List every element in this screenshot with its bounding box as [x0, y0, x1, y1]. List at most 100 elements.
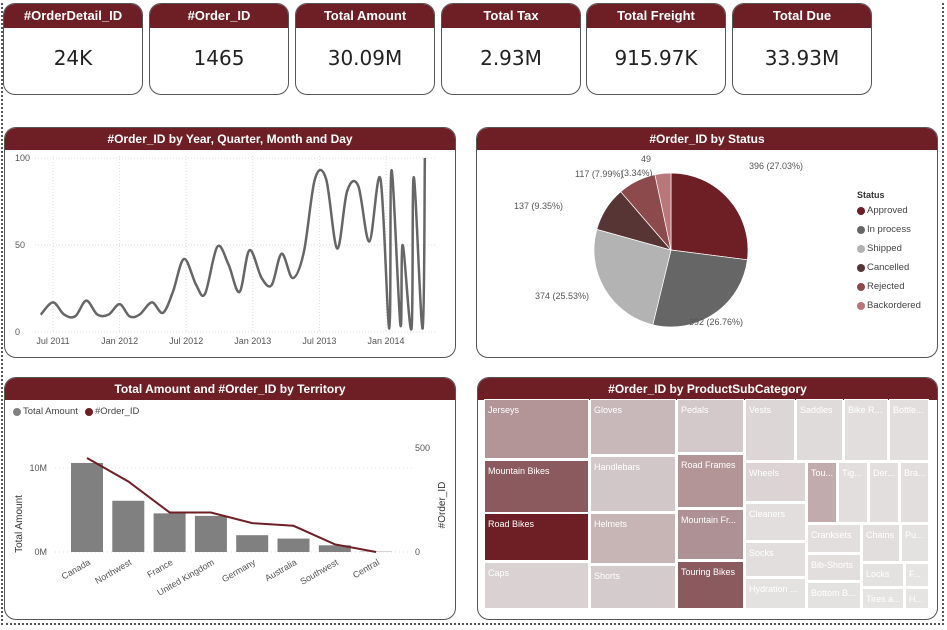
treemap-tile[interactable]: Tig... [838, 462, 868, 523]
pie-slice-shipped[interactable] [593, 228, 672, 326]
treemap-tile[interactable]: Mountain Fr... [677, 509, 744, 560]
legend-item[interactable]: Backordered [857, 300, 921, 311]
treemap-tile[interactable]: Bottom B... [807, 582, 861, 609]
treemap-tile[interactable]: Bra... [900, 462, 929, 523]
kpi-card[interactable]: #Order_ID 1465 [149, 3, 289, 95]
x-tick-label: Jul 2013 [302, 336, 336, 346]
y-tick-label: 10M [29, 463, 47, 473]
kpi-label: Total Tax [442, 4, 580, 28]
bar-southwest[interactable] [318, 545, 351, 552]
treemap-tile[interactable]: Vests [745, 399, 795, 461]
treemap-tile[interactable]: Cleaners [745, 503, 806, 541]
kpi-card[interactable]: #OrderDetail_ID 24K [3, 3, 143, 95]
bar-germany[interactable] [236, 535, 269, 552]
pie-chart [593, 172, 749, 328]
legend-item[interactable]: Cancelled [857, 262, 909, 273]
treemap-tile[interactable]: Hydration ... [745, 578, 806, 609]
treemap-tile[interactable]: Cranksets [807, 524, 861, 553]
bar-chart: 0M 10M 0 500 Total Amount #Order_ID Canada Nort… [14, 443, 448, 598]
legend-dot-icon [85, 407, 93, 416]
pie-slice-backordered[interactable] [654, 172, 672, 251]
kpi-value: 2.93M [480, 46, 542, 70]
treemap-tile[interactable]: Mountain Bikes [484, 460, 589, 513]
y-axis-title: Total Amount [14, 495, 25, 553]
pie-label-approved: 396 (27.03%) [749, 161, 804, 171]
kpi-label: #Order_ID [150, 4, 288, 28]
bar-france[interactable] [153, 513, 186, 552]
legend-item[interactable]: In process [857, 224, 911, 235]
treemap-tile[interactable]: Wheels [745, 462, 806, 502]
legend-total-amount[interactable]: Total Amount [13, 406, 78, 417]
bar-australia[interactable] [277, 538, 310, 552]
treemap-tile[interactable]: Jerseys [484, 399, 589, 459]
legend-label: Backordered [867, 300, 921, 311]
bar-northwest[interactable] [112, 500, 145, 552]
treemap-tile[interactable]: Pu... [901, 524, 929, 562]
treemap-tile[interactable]: Tou... [807, 462, 837, 523]
treemap-tile[interactable]: F... [905, 563, 929, 587]
treemap-tile[interactable]: Handlebars [590, 456, 676, 512]
kpi-card[interactable]: Total Tax 2.93M [441, 3, 581, 95]
pie-chart-card[interactable]: #Order_ID by Status 396 (27.03%) 392 (26… [476, 127, 938, 358]
legend-item[interactable]: Shipped [857, 243, 902, 254]
treemap-tile[interactable]: Road Frames [677, 454, 744, 508]
x-tick-label: Jul 2011 [36, 336, 69, 346]
treemap-tile[interactable]: Bottle... [889, 399, 929, 461]
kpi-value: 30.09M [327, 46, 403, 70]
treemap-tile[interactable]: Caps [484, 562, 589, 609]
legend-order-id[interactable]: #Order_ID [85, 406, 139, 417]
pie-slice-in-process[interactable] [652, 249, 748, 328]
kpi-card[interactable]: Total Amount 30.09M [295, 3, 435, 95]
line-chart-title: #Order_ID by Year, Quarter, Month and Da… [5, 128, 455, 150]
treemap-card[interactable]: #Order_ID by ProductSubCategory Jerseys M… [477, 377, 938, 620]
kpi-card[interactable]: Total Freight 915.97K [586, 3, 726, 95]
x-tick-label: Northwest [93, 557, 134, 586]
line-chart: 0 50 100 Jul 2011 Jan 2012 Jul 2012 Jan 2013 Ju… [15, 153, 435, 346]
treemap-tile[interactable]: Pedals [677, 399, 744, 453]
treemap-tile[interactable]: Bib-Shorts [807, 554, 861, 581]
line-chart-card[interactable]: #Order_ID by Year, Quarter, Month and Da… [4, 127, 456, 358]
x-tick-label: Jan 2014 [367, 336, 404, 346]
y2-tick-label: 0 [415, 547, 420, 557]
pie-slice-approved[interactable] [670, 172, 749, 261]
treemap-tile[interactable]: Helmets [590, 513, 676, 564]
treemap-tile[interactable]: Bike R... [844, 399, 888, 461]
x-tick-label: Jan 2013 [234, 336, 271, 346]
treemap-tile[interactable]: Shorts [590, 565, 676, 609]
x-tick-label: Canada [60, 557, 92, 581]
y2-tick-label: 500 [415, 443, 430, 453]
treemap-tile[interactable]: Touring Bikes [677, 561, 744, 609]
treemap-tile[interactable]: Chains [862, 524, 900, 562]
legend-item[interactable]: Approved [857, 205, 908, 216]
x-tick-label: Central [351, 557, 381, 580]
treemap-tile[interactable]: Road Bikes [484, 513, 589, 561]
bar-chart-card[interactable]: Total Amount and #Order_ID by Territory … [4, 377, 456, 620]
x-tick-label: Southwest [298, 557, 340, 587]
order-count-line[interactable] [39, 157, 427, 331]
treemap-tile[interactable]: Der... [869, 462, 899, 523]
bar-canada[interactable] [71, 462, 103, 552]
legend-label: Total Amount [23, 406, 78, 417]
pie-label-shipped: 374 (25.53%) [535, 291, 590, 301]
treemap-tile[interactable]: Locks [862, 563, 904, 587]
treemap-tile[interactable]: Tires a... [862, 588, 904, 609]
treemap-tile[interactable]: Gloves [590, 399, 676, 455]
y2-axis-title: #Order_ID [437, 482, 448, 529]
y-tick-label: 100 [15, 153, 30, 163]
treemap-tile[interactable]: H... [905, 588, 929, 609]
pie-chart-title: #Order_ID by Status [477, 128, 937, 150]
pie-legend-title: Status [857, 190, 885, 200]
treemap-tile[interactable]: Socks [745, 542, 806, 577]
bar-chart-title: Total Amount and #Order_ID by Territory [5, 378, 455, 400]
legend-label: #Order_ID [95, 406, 140, 417]
treemap-tile[interactable]: Saddles [796, 399, 843, 461]
order-id-line[interactable] [86, 457, 377, 553]
legend-item[interactable]: Rejected [857, 281, 905, 292]
bar-united-kingdom[interactable] [194, 515, 227, 552]
kpi-card[interactable]: Total Due 33.93M [732, 3, 872, 95]
legend-dot-icon [857, 301, 865, 310]
kpi-label: Total Amount [296, 4, 434, 28]
kpi-value: 1465 [193, 46, 245, 70]
legend-dot-icon [857, 282, 865, 291]
